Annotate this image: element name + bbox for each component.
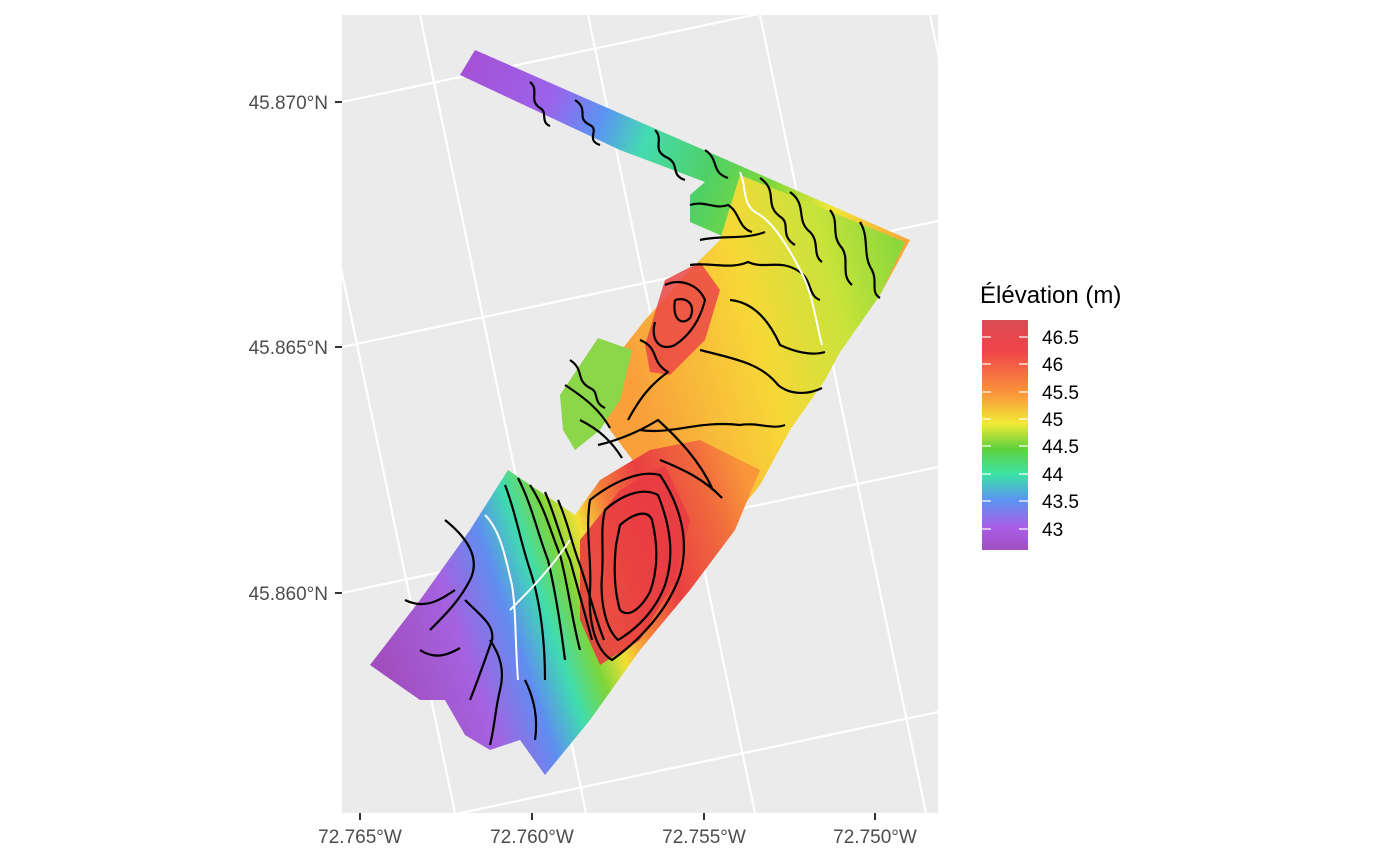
contour-line xyxy=(689,260,821,302)
contour-line xyxy=(503,484,547,681)
contour-line xyxy=(859,221,881,299)
boundary-line xyxy=(484,514,519,681)
parcel-red-peak xyxy=(580,465,690,665)
contour-line xyxy=(597,418,713,489)
contour-line xyxy=(579,419,623,459)
contour-line xyxy=(600,490,672,642)
x-axis-label: 72.755°W xyxy=(662,827,746,848)
contour-line xyxy=(654,129,686,182)
contour-line xyxy=(419,647,461,657)
contour-line xyxy=(704,149,729,180)
contour-lines xyxy=(404,81,881,746)
y-axis-label: 45.865°N xyxy=(249,338,328,359)
legend-label: 44.5 xyxy=(1042,437,1079,458)
legend-title: Élévation (m) xyxy=(980,282,1121,309)
x-axis-label: 72.765°W xyxy=(318,827,402,848)
contour-line xyxy=(673,298,694,323)
legend-label: 43.5 xyxy=(1042,492,1079,513)
contour-line xyxy=(699,230,766,242)
contour-line xyxy=(613,512,658,615)
legend-label: 45 xyxy=(1042,410,1063,431)
contour-line xyxy=(529,81,551,128)
legend-ticks xyxy=(982,336,1028,530)
contour-line xyxy=(689,202,753,234)
x-axis-label: 72.760°W xyxy=(490,827,574,848)
contour-line xyxy=(652,281,707,348)
boundary-line xyxy=(509,539,571,611)
x-axis-label: 72.750°W xyxy=(833,827,917,848)
contour-line xyxy=(543,491,594,641)
contour-line xyxy=(488,639,504,746)
grid-line-lat-4 xyxy=(454,710,938,813)
grid-line-lon-4 xyxy=(758,15,928,813)
contour-line xyxy=(789,191,823,263)
contour-line xyxy=(517,477,567,661)
contour-line xyxy=(404,589,456,606)
contour-line xyxy=(464,599,494,701)
legend-label: 45.5 xyxy=(1042,383,1079,404)
grid-line-lat-1 xyxy=(342,15,759,104)
contour-line xyxy=(574,99,601,147)
legend-colorbar xyxy=(982,320,1028,550)
contour-line xyxy=(699,348,823,394)
y-axis-label: 45.860°N xyxy=(249,584,328,605)
contour-line xyxy=(759,177,796,246)
contour-line xyxy=(564,384,611,429)
boundary-line xyxy=(739,171,823,346)
contour-line xyxy=(556,499,606,641)
contour-line xyxy=(627,338,670,421)
contour-line xyxy=(829,209,853,286)
y-axis: 45.870°N 45.865°N 45.860°N xyxy=(249,93,342,605)
field-boundaries xyxy=(484,171,823,681)
legend-label: 46.5 xyxy=(1042,328,1079,349)
y-axis-label: 45.870°N xyxy=(249,93,328,114)
contour-line xyxy=(569,359,606,409)
legend-label: 43 xyxy=(1042,520,1063,541)
legend: Élévation (m) 46.5 46 45.5 45 44.5 44 43… xyxy=(980,282,1121,550)
contour-line xyxy=(729,298,826,355)
legend-label: 44 xyxy=(1042,465,1064,486)
legend-label: 46 xyxy=(1042,355,1063,376)
contour-line xyxy=(429,519,475,631)
contour-line xyxy=(524,679,538,741)
x-axis: 72.765°W 72.760°W 72.755°W 72.750°W xyxy=(318,813,917,848)
contour-line xyxy=(659,458,723,499)
contour-line xyxy=(587,472,686,662)
contour-line xyxy=(639,422,786,433)
